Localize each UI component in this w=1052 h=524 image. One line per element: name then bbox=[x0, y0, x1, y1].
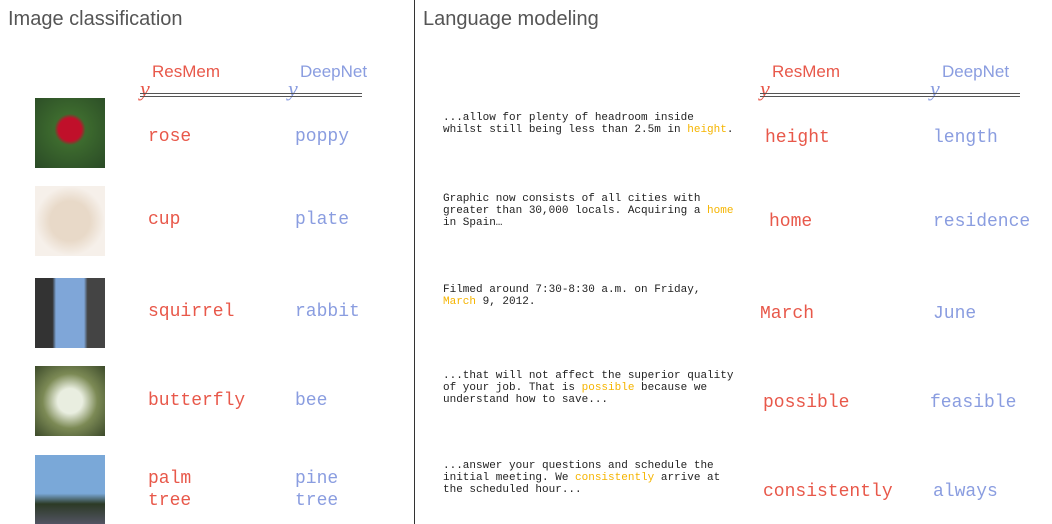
target-word: home bbox=[707, 205, 734, 217]
context-text: ...allow for plenty of headroom inside w… bbox=[443, 112, 694, 136]
target-word: height bbox=[687, 124, 727, 136]
symbol: y bbox=[140, 76, 150, 101]
context-text: arrive at the scheduled hour... bbox=[443, 472, 721, 496]
column-header: ResMem bbox=[152, 62, 221, 81]
context-text: ...answer your questions and schedule th… bbox=[443, 460, 714, 484]
resmem-label: March bbox=[760, 304, 815, 324]
deepnet-label: feasible bbox=[930, 393, 1017, 413]
thumbnail bbox=[35, 278, 105, 348]
deepnet-label: plate bbox=[295, 210, 350, 230]
column-header: DeepNet bbox=[942, 62, 1010, 81]
header-rule bbox=[140, 93, 362, 97]
section-title: Image classification bbox=[8, 8, 183, 30]
context-text: in Spain… bbox=[443, 217, 503, 229]
context: ...that will not affect the superior qua… bbox=[443, 370, 738, 406]
thumbnail bbox=[35, 455, 105, 524]
symbol: y bbox=[288, 76, 298, 101]
resmem-label: height bbox=[765, 128, 830, 148]
thumbnail bbox=[35, 186, 105, 256]
thumbnail bbox=[35, 366, 105, 436]
context-text: because we understand how to save... bbox=[443, 382, 708, 406]
symbol: y bbox=[760, 76, 770, 101]
context: Graphic now consists of all cities with … bbox=[443, 193, 738, 229]
resmem-label: squirrel bbox=[148, 302, 235, 322]
deepnet-label: bee bbox=[295, 391, 328, 411]
header-rule bbox=[760, 93, 1020, 97]
thumbnail bbox=[35, 98, 105, 168]
context: ...answer your questions and schedule th… bbox=[443, 460, 738, 496]
context-text: Graphic now consists of all cities with … bbox=[443, 193, 708, 217]
resmem-label: possible bbox=[763, 393, 850, 413]
divider bbox=[414, 0, 415, 524]
deepnet-label: pine tree bbox=[295, 469, 339, 511]
context-text: 9, 2012. bbox=[476, 296, 536, 308]
resmem-label: rose bbox=[148, 127, 192, 147]
resmem-label: cup bbox=[148, 210, 181, 230]
deepnet-label: length bbox=[933, 128, 998, 148]
resmem-label: consistently bbox=[763, 482, 893, 502]
deepnet-label: June bbox=[933, 304, 977, 324]
resmem-label: palm tree bbox=[148, 469, 192, 511]
deepnet-label: rabbit bbox=[295, 302, 360, 322]
resmem-label: home bbox=[769, 212, 813, 232]
context: Filmed around 7:30-8:30 a.m. on Friday, … bbox=[443, 284, 738, 308]
deepnet-label: residence bbox=[933, 212, 1031, 232]
column-header: ResMem bbox=[772, 62, 841, 81]
column-header: DeepNet bbox=[300, 62, 368, 81]
deepnet-label: always bbox=[933, 482, 998, 502]
target-word: March bbox=[443, 296, 477, 308]
target-word: possible bbox=[581, 382, 635, 394]
target-word: consistently bbox=[575, 472, 655, 484]
resmem-label: butterfly bbox=[148, 391, 246, 411]
context: ...allow for plenty of headroom inside w… bbox=[443, 112, 738, 136]
section-title: Language modeling bbox=[423, 8, 599, 30]
symbol: y bbox=[930, 76, 940, 101]
context-text: . bbox=[726, 124, 734, 136]
context-text: Filmed around 7:30-8:30 a.m. on Friday, bbox=[443, 284, 701, 296]
deepnet-label: poppy bbox=[295, 127, 350, 147]
context-text: ...that will not affect the superior qua… bbox=[443, 370, 734, 394]
